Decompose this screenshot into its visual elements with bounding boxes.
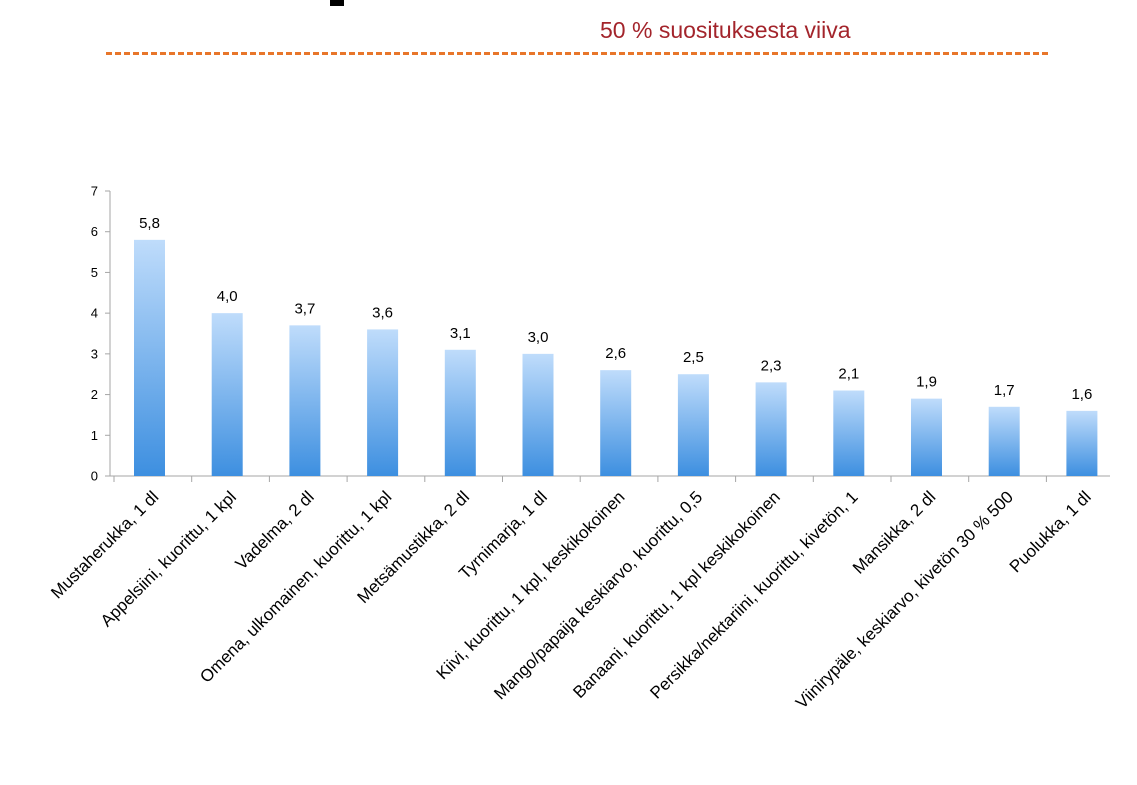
value-label: 1,6 — [1071, 386, 1092, 403]
y-tick-label: 4 — [91, 306, 98, 321]
value-label: 2,6 — [605, 345, 626, 362]
reference-line-label: 50 % suosituksesta viiva — [600, 17, 851, 43]
bar — [988, 406, 1020, 476]
bar — [677, 374, 709, 476]
bar — [755, 382, 787, 476]
title-fragment — [330, 0, 344, 6]
bar — [134, 239, 165, 476]
value-label: 4,0 — [217, 288, 238, 305]
bar — [833, 390, 865, 476]
y-tick-label: 5 — [91, 265, 98, 280]
category-label: Appelsiini, kuorittu, 1 kpl — [97, 487, 240, 630]
bar — [911, 398, 942, 476]
y-tick-label: 7 — [91, 184, 98, 199]
y-tick-label: 3 — [91, 346, 98, 361]
reference-line — [106, 52, 1048, 55]
bar — [367, 329, 399, 476]
value-label: 2,1 — [838, 366, 859, 383]
y-tick-label: 6 — [91, 224, 98, 239]
y-tick-label: 2 — [91, 387, 98, 402]
value-label: 3,6 — [372, 304, 393, 321]
value-label: 3,1 — [450, 325, 471, 342]
category-label: Puolukka, 1 dl — [1006, 487, 1095, 576]
value-label: 2,3 — [761, 357, 782, 374]
y-tick-label: 0 — [91, 469, 98, 484]
bar — [211, 313, 243, 476]
value-label: 5,8 — [139, 215, 160, 232]
value-label: 1,7 — [994, 382, 1015, 399]
value-label: 3,7 — [294, 300, 315, 317]
bar — [600, 370, 632, 476]
category-label: Vadelma, 2 dl — [232, 487, 318, 573]
value-label: 1,9 — [916, 374, 937, 391]
chart-bars — [134, 239, 1098, 476]
y-tick-label: 1 — [91, 428, 98, 443]
value-label: 3,0 — [528, 329, 549, 346]
bar — [444, 349, 476, 476]
bar — [289, 325, 321, 476]
bar — [1066, 410, 1098, 476]
value-label: 2,5 — [683, 349, 704, 366]
bar — [522, 353, 554, 476]
